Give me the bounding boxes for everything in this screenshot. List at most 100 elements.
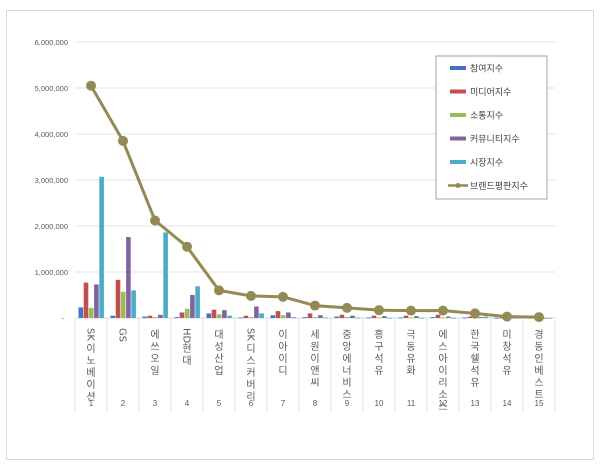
y-tick-label: 5,000,000	[35, 84, 68, 93]
line-marker	[118, 135, 128, 146]
bar-1	[147, 315, 153, 318]
rank-number: 9	[345, 399, 350, 408]
svg-text:일: 일	[150, 365, 159, 377]
svg-text:석: 석	[374, 353, 383, 365]
svg-text:동: 동	[406, 341, 415, 353]
y-tick-label: 1,000,000	[35, 268, 68, 277]
legend-item: 커뮤니티지수	[450, 134, 520, 145]
bar-0	[430, 317, 436, 318]
svg-text:쉘: 쉘	[470, 353, 479, 365]
bar-2	[184, 308, 190, 318]
y-tick-label: -	[62, 314, 65, 323]
line-marker	[150, 215, 160, 226]
bar-4	[291, 317, 296, 318]
x-axis: SK이노베이션1GS2에쓰오일3HD현대4대성산업5SK디스커버리6이아이디7세…	[74, 317, 556, 413]
svg-text:동: 동	[534, 341, 543, 353]
bar-3	[126, 237, 131, 318]
bar-2	[120, 291, 126, 318]
bar-3	[286, 312, 291, 318]
bar-0	[142, 316, 148, 318]
svg-text:유: 유	[374, 365, 383, 377]
bar-2	[312, 317, 318, 318]
svg-text:디: 디	[278, 365, 287, 377]
bar-4	[195, 286, 200, 318]
bar-1	[435, 314, 441, 318]
legend-item: 미디어지수	[450, 87, 511, 98]
rank-number: 1	[89, 399, 94, 408]
rank-number: 5	[217, 399, 222, 408]
line-marker	[342, 302, 352, 313]
bar-3	[318, 315, 323, 318]
bar-4	[259, 313, 264, 318]
bar-3	[350, 315, 355, 318]
svg-text:경: 경	[534, 328, 543, 341]
bar-1	[243, 315, 249, 318]
y-tick-label: 6,000,000	[35, 38, 68, 47]
svg-text:세: 세	[310, 329, 319, 341]
svg-text:구: 구	[374, 342, 383, 353]
bar-0	[462, 317, 468, 319]
bar-4	[387, 317, 392, 319]
svg-text:원: 원	[310, 341, 319, 353]
svg-text:흥: 흥	[374, 328, 383, 341]
category-label: GS	[117, 328, 128, 342]
svg-text:이: 이	[310, 353, 319, 365]
svg-text:에: 에	[150, 329, 159, 341]
line-marker	[406, 305, 416, 316]
svg-text:비: 비	[342, 377, 351, 389]
svg-text:SK: SK	[85, 328, 96, 341]
bar-1	[179, 312, 185, 318]
rank-number: 7	[281, 399, 286, 408]
svg-text:국: 국	[470, 341, 479, 353]
svg-text:대: 대	[214, 329, 223, 341]
bar-3	[478, 317, 483, 318]
line-marker	[534, 312, 544, 323]
bar-0	[174, 317, 180, 318]
y-tick-label: 3,000,000	[35, 176, 68, 185]
bar-0	[366, 317, 372, 319]
svg-text:아: 아	[278, 341, 287, 353]
legend-swatch	[450, 160, 466, 164]
svg-text:창: 창	[502, 341, 511, 353]
legend-swatch	[450, 66, 466, 70]
line-marker	[470, 308, 480, 319]
svg-text:한: 한	[470, 329, 479, 341]
rank-number: 8	[313, 399, 318, 408]
svg-text:너: 너	[342, 365, 351, 377]
bar-3	[222, 310, 227, 318]
bar-4	[227, 315, 232, 318]
bar-3	[254, 306, 259, 318]
bar-3	[446, 316, 451, 318]
svg-text:화: 화	[406, 365, 415, 377]
bar-1	[83, 282, 89, 318]
svg-text:베: 베	[534, 365, 543, 377]
legend-swatch	[450, 89, 466, 94]
svg-text:리: 리	[246, 391, 255, 403]
bar-1	[499, 317, 505, 319]
bar-4	[483, 316, 488, 318]
bar-3	[542, 317, 547, 319]
line-marker	[502, 311, 512, 322]
bar-0	[110, 315, 116, 318]
svg-text:산: 산	[214, 353, 223, 365]
legend-swatch	[450, 136, 466, 141]
line-marker	[310, 300, 320, 311]
svg-text:업: 업	[214, 364, 223, 377]
svg-text:에: 에	[342, 353, 351, 365]
bar-2	[216, 314, 222, 318]
svg-text:스: 스	[438, 341, 447, 353]
bar-2	[152, 317, 158, 318]
legend-swatch	[450, 113, 466, 117]
svg-text:이: 이	[278, 329, 287, 341]
svg-text:스: 스	[438, 401, 447, 413]
bar-2	[248, 317, 254, 318]
svg-text:HD: HD	[181, 328, 192, 344]
